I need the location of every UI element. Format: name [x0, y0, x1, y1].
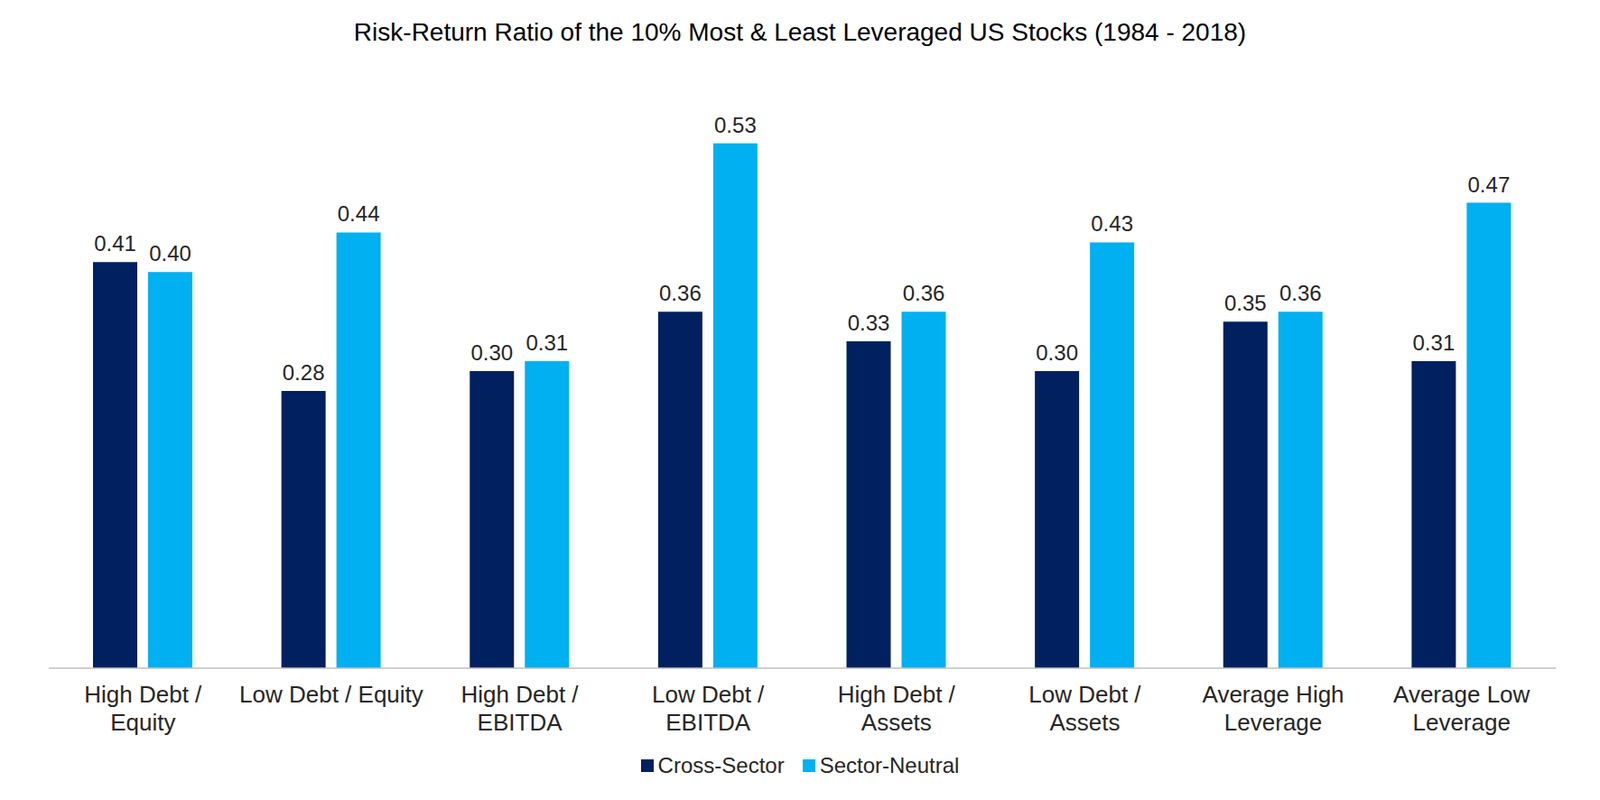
svg-text:High Debt /EBITDA: High Debt /EBITDA — [461, 680, 580, 736]
svg-text:0.28: 0.28 — [282, 360, 326, 385]
svg-text:0.31: 0.31 — [1413, 330, 1456, 355]
svg-text:Low Debt /EBITDA: Low Debt /EBITDA — [651, 680, 765, 736]
svg-text:0.47: 0.47 — [1468, 172, 1511, 197]
svg-text:0.43: 0.43 — [1090, 211, 1134, 236]
html-text:Sector-Neutral: Sector-Neutral — [819, 753, 960, 778]
svg-text:0.30: 0.30 — [1035, 340, 1079, 365]
svg-text:0.41: 0.41 — [93, 231, 137, 256]
svg-text:Average HighLeverage: Average HighLeverage — [1202, 680, 1345, 736]
svg-text:High Debt /Equity: High Debt /Equity — [83, 680, 203, 736]
svg-text:0.36: 0.36 — [902, 280, 946, 306]
html-text:Cross-Sector: Cross-Sector — [657, 753, 785, 778]
svg-text:0.53: 0.53 — [714, 112, 757, 138]
svg-text:0.30: 0.30 — [470, 340, 513, 365]
html-text:Risk-Return Ratio of the 10% M: Risk-Return Ratio of the 10% Most & Leas… — [353, 18, 1247, 47]
svg-text:Low Debt /Assets: Low Debt /Assets — [1028, 680, 1142, 736]
svg-text:Average LowLeverage: Average LowLeverage — [1393, 680, 1531, 736]
svg-text:0.35: 0.35 — [1224, 290, 1267, 316]
svg-text:0.40: 0.40 — [148, 241, 192, 266]
svg-text:0.44: 0.44 — [337, 201, 381, 226]
svg-text:0.36: 0.36 — [1279, 280, 1322, 306]
svg-text:0.36: 0.36 — [659, 280, 702, 306]
svg-text:0.33: 0.33 — [847, 310, 891, 335]
svg-text:Low Debt / Equity: Low Debt / Equity — [239, 680, 424, 708]
svg-text:0.31: 0.31 — [525, 330, 568, 355]
svg-text:High Debt /Assets: High Debt /Assets — [837, 680, 957, 736]
